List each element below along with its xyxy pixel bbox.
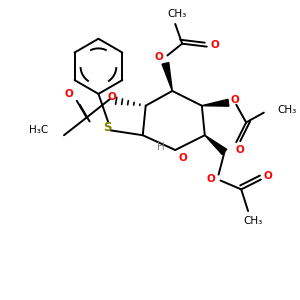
Text: CH₃: CH₃ bbox=[278, 105, 297, 115]
Text: O: O bbox=[210, 40, 219, 50]
Text: O: O bbox=[263, 171, 272, 181]
Text: O: O bbox=[64, 89, 73, 99]
Text: O: O bbox=[206, 174, 215, 184]
Text: O: O bbox=[154, 52, 163, 62]
Text: H: H bbox=[157, 142, 164, 152]
Text: O: O bbox=[231, 95, 240, 105]
Polygon shape bbox=[205, 135, 227, 154]
Text: O: O bbox=[108, 92, 117, 102]
Text: CH₃: CH₃ bbox=[168, 9, 187, 19]
Text: H₃C: H₃C bbox=[29, 125, 48, 135]
Polygon shape bbox=[162, 62, 172, 91]
Text: O: O bbox=[236, 145, 244, 155]
Text: O: O bbox=[179, 153, 188, 163]
Polygon shape bbox=[202, 99, 229, 106]
Text: CH₃: CH₃ bbox=[243, 216, 263, 226]
Text: S: S bbox=[103, 121, 112, 134]
